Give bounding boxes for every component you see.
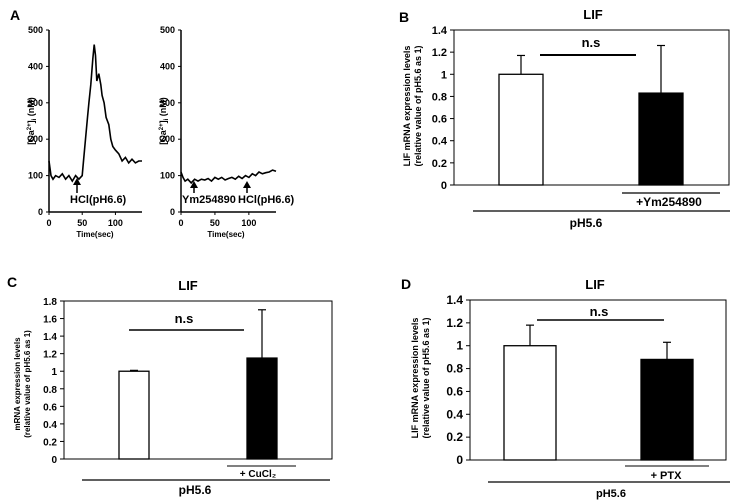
x-tick-label: 100 [108, 218, 123, 228]
y-tick-label: 200 [160, 134, 175, 144]
x-tick-label: 0 [46, 218, 51, 228]
y-tick-label: 500 [160, 25, 175, 35]
bar-treatment [640, 358, 694, 461]
y-axis-label-line2: (relative value of pH5.6 as 1) [413, 45, 423, 166]
bar-treatment [246, 357, 278, 460]
y-axis-label-line2: (relative value of pH5.6 as 1) [23, 330, 32, 438]
arrow-up-icon [73, 178, 81, 185]
ym254890-annotation: Ym254890 [182, 194, 236, 206]
y-tick-label: 1.2 [432, 47, 447, 59]
y-tick-label: 500 [28, 25, 43, 35]
treatment-label: + PTX [651, 470, 683, 482]
y-tick-label: 0.6 [43, 402, 57, 413]
panel-b-label: B [399, 9, 409, 25]
y-tick-label: 0.4 [432, 136, 448, 148]
y-tick-label: 1.8 [43, 297, 57, 308]
bar-control [118, 370, 150, 460]
y-axis-label: [Ca2+]i (nM) [158, 97, 170, 145]
y-tick-label: 0 [38, 207, 43, 217]
y-tick-label: 0.8 [43, 385, 57, 396]
panel-a-right-plot: 0 100 200 300 400 500 0 50 100 [Ca2+]i (nM) Tim… [158, 25, 295, 239]
calcium-trace-line [48, 44, 142, 183]
treatment-label: + CuCl₂ [240, 469, 276, 480]
condition-label: pH5.6 [596, 488, 626, 500]
y-tick-label: 0.6 [432, 114, 447, 126]
y-axis-label-line2: (relative value of pH5.6 as 1) [421, 317, 431, 438]
y-tick-label: 400 [28, 61, 43, 71]
bar-treatment [638, 92, 684, 186]
arrow-up-icon [243, 181, 251, 188]
y-tick-label: 1.4 [446, 293, 463, 307]
hcl-annotation: HCl(pH6.6) [238, 194, 295, 206]
plot-frame [63, 300, 333, 460]
arrow-up-icon [190, 181, 198, 188]
bar-control [498, 73, 544, 186]
x-tick-label: 50 [210, 218, 220, 228]
panel-b: B LIF LIF mRNA expression levels (relati… [399, 7, 730, 230]
chart-title: LIF [585, 277, 605, 292]
significance-label: n.s [582, 35, 601, 50]
plot-frame [453, 29, 730, 186]
chart-title: LIF [583, 7, 603, 22]
y-tick-label: 1.4 [432, 25, 448, 37]
significance-label: n.s [590, 304, 609, 319]
y-tick-label: 300 [28, 98, 43, 108]
y-tick-label: 1 [51, 367, 57, 378]
panel-d-label: D [401, 276, 411, 292]
x-tick-label: 0 [178, 218, 183, 228]
y-tick-label: 0.2 [43, 437, 57, 448]
condition-label: pH5.6 [570, 216, 603, 230]
y-tick-label: 400 [160, 61, 175, 71]
panel-a-left-plot: 0 100 200 300 400 500 0 50 100 [Ca2+]i (nM) Tim… [26, 25, 142, 239]
x-tick-label: 100 [241, 218, 256, 228]
panel-a-label: A [10, 7, 20, 23]
y-tick-label: 0.2 [432, 158, 447, 170]
panel-c: C LIF mRNA expression levels (relative v… [7, 274, 333, 497]
x-axis-label: Time(sec) [76, 230, 114, 239]
y-tick-label: 1.6 [43, 315, 57, 326]
y-tick-label: 1.2 [446, 316, 463, 330]
y-tick-label: 200 [28, 134, 43, 144]
chart-title: LIF [178, 278, 198, 293]
y-tick-label: 1.4 [43, 332, 57, 343]
y-tick-label: 1.2 [43, 350, 57, 361]
y-tick-label: 0 [441, 180, 447, 192]
y-tick-label: 0 [170, 207, 175, 217]
y-axis-label-line1: LIF mRNA expression levels [410, 318, 420, 439]
y-tick-label: 0.4 [446, 407, 463, 421]
significance-label: n.s [175, 311, 194, 326]
y-tick-label: 0.6 [446, 384, 463, 398]
treatment-label: +Ym254890 [636, 195, 702, 209]
x-axis-label: Time(sec) [207, 230, 245, 239]
condition-label: pH5.6 [179, 483, 212, 497]
bar-control [503, 345, 557, 461]
y-tick-label: 300 [160, 98, 175, 108]
y-tick-label: 1 [441, 69, 447, 81]
x-tick-label: 50 [77, 218, 87, 228]
y-axis-label: [Ca2+]i (nM) [26, 97, 38, 145]
y-tick-label: 100 [160, 171, 175, 181]
y-tick-label: 0 [456, 453, 463, 467]
y-axis-label-line1: LIF mRNA expression levels [402, 46, 412, 167]
y-tick-label: 0.8 [432, 91, 447, 103]
y-tick-label: 0.2 [446, 430, 463, 444]
plot-frame [469, 299, 727, 461]
panel-d: D LIF LIF mRNA expression levels (relati… [401, 276, 730, 500]
panel-c-label: C [7, 274, 17, 290]
y-axis-label-line1: mRNA expression levels [13, 337, 22, 431]
hcl-annotation: HCl(pH6.6) [70, 194, 127, 206]
y-tick-label: 0.8 [446, 362, 463, 376]
y-tick-label: 1 [456, 339, 463, 353]
y-tick-label: 0.4 [43, 420, 57, 431]
y-tick-label: 0 [51, 455, 57, 466]
calcium-trace-line [180, 169, 277, 185]
y-tick-label: 100 [28, 171, 43, 181]
